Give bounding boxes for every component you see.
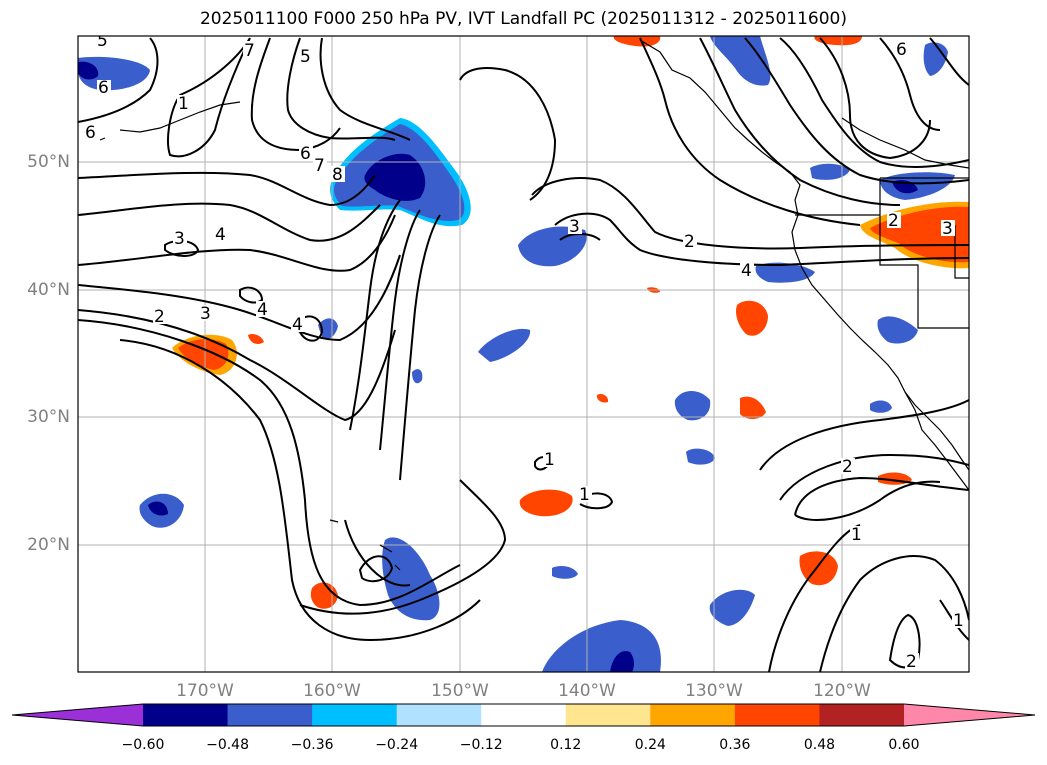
colorbar-tick-label: 0.48 bbox=[803, 737, 836, 753]
colorbar-tick-label: 0.24 bbox=[634, 737, 666, 753]
contour-label-6a: 6 bbox=[98, 78, 109, 98]
colorbar-segment bbox=[650, 704, 736, 726]
colorbar-segment bbox=[481, 704, 567, 726]
contour-label-6c: 6 bbox=[300, 144, 311, 164]
contour-label-4a: 4 bbox=[215, 225, 226, 245]
contour-label-1e: 1 bbox=[953, 611, 964, 631]
colorbar-tick-label: −0.12 bbox=[459, 737, 503, 753]
contour-label-2b: 2 bbox=[154, 307, 165, 327]
colorbar-segment bbox=[143, 704, 229, 726]
contour-label-1f: 1 bbox=[178, 94, 189, 114]
contour-label-4c: 4 bbox=[292, 315, 303, 335]
colorbar-segment bbox=[734, 704, 820, 726]
contour-label-8: 8 bbox=[332, 165, 343, 185]
colorbar-extend-max bbox=[904, 704, 1035, 726]
anomaly-pos-center bbox=[519, 489, 573, 517]
contour-label-1b: 1 bbox=[579, 485, 590, 505]
colorbar-tick-label: −0.24 bbox=[375, 737, 419, 753]
lat-label-20n: 20°N bbox=[27, 535, 70, 555]
colorbar-tick-label: −0.60 bbox=[121, 737, 165, 753]
lat-label-30n: 30°N bbox=[27, 407, 70, 427]
contour-label-3d: 3 bbox=[942, 219, 953, 239]
colorbar-tick-label: 0.12 bbox=[550, 737, 582, 753]
colorbar-tick-label: −0.36 bbox=[290, 737, 334, 753]
contour-label-5b: 5 bbox=[300, 47, 311, 67]
contour-label-7b: 7 bbox=[314, 156, 325, 176]
colorbar-segment bbox=[819, 704, 905, 726]
contour-label-4b: 4 bbox=[257, 300, 268, 320]
contour-label-2e: 2 bbox=[906, 652, 917, 672]
coastlines bbox=[99, 39, 969, 571]
contour-label-6d: 6 bbox=[896, 40, 907, 60]
colorbar-segment bbox=[227, 704, 313, 726]
contour-label-1d: 1 bbox=[544, 450, 555, 470]
lat-label-40n: 40°N bbox=[27, 280, 70, 300]
anomaly-neg-south bbox=[382, 537, 440, 621]
lon-label-130w: 130°W bbox=[685, 681, 743, 701]
colorbar-extend-min bbox=[12, 704, 143, 726]
contour-label-5a: 5 bbox=[97, 31, 108, 51]
contour-labels: 5 7 5 6 6 3 4 6 7 8 3 2 4 2 3 4 4 2 1 3 … bbox=[84, 31, 966, 672]
lon-label-150w: 150°W bbox=[431, 681, 489, 701]
lon-label-160w: 160°W bbox=[303, 681, 361, 701]
contour-label-2c: 2 bbox=[888, 211, 899, 231]
colorbar bbox=[11, 703, 1036, 727]
contour-label-2d: 2 bbox=[842, 457, 853, 477]
contour-label-7a: 7 bbox=[244, 41, 255, 61]
contour-label-6b: 6 bbox=[85, 123, 96, 143]
colorbar-segment bbox=[565, 704, 651, 726]
colorbar-tick-label: 0.60 bbox=[888, 737, 920, 753]
lat-label-50n: 50°N bbox=[27, 152, 70, 172]
contour-label-3c: 3 bbox=[200, 304, 211, 324]
colorbar-tick-label: −0.48 bbox=[206, 737, 249, 753]
colorbar-segment bbox=[312, 704, 398, 726]
contour-label-1c: 1 bbox=[851, 525, 862, 545]
lon-label-170w: 170°W bbox=[176, 681, 234, 701]
negative-anomaly-shading bbox=[78, 36, 955, 672]
map-frame bbox=[77, 35, 970, 673]
positive-anomaly-shading bbox=[172, 36, 969, 609]
colorbar-outline bbox=[11, 703, 1036, 727]
lon-label-120w: 120°W bbox=[813, 681, 871, 701]
colorbar-segment bbox=[396, 704, 482, 726]
colorbar-tick-label: 0.36 bbox=[719, 737, 751, 753]
contour-label-2a: 2 bbox=[684, 232, 695, 252]
lon-label-140w: 140°W bbox=[558, 681, 616, 701]
pv-contours bbox=[78, 37, 969, 672]
contour-label-3a: 3 bbox=[174, 229, 185, 249]
map-title: 2025011100 F000 250 hPa PV, IVT Landfall… bbox=[199, 9, 847, 29]
contour-label-1a: 4 bbox=[741, 261, 752, 281]
contour-label-3b: 3 bbox=[569, 217, 580, 237]
